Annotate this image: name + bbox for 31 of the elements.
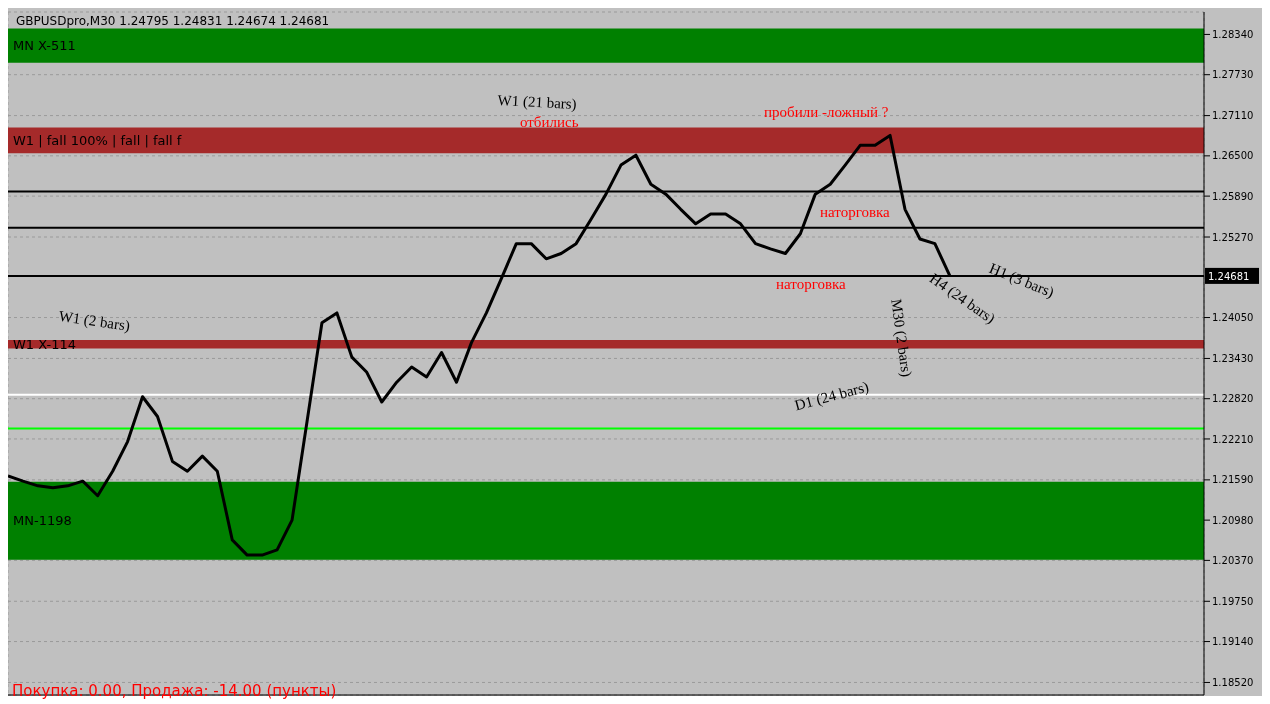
y-tick-label: 1.22820 — [1212, 393, 1254, 405]
annotation: Покупка: 0.00, Продажа: -14.00 (пункты) — [12, 682, 337, 700]
y-tick-label: 1.25270 — [1212, 231, 1254, 243]
annotation: D1 (24 bars) — [793, 378, 871, 415]
band-label: MN X-511 — [13, 38, 76, 54]
annotation: W1 (2 bars) — [57, 308, 131, 335]
annotation: наторговка — [820, 204, 890, 221]
y-tick-label: 1.20370 — [1212, 554, 1254, 566]
y-tick-label: 1.20980 — [1212, 514, 1254, 526]
y-tick-label: 1.19750 — [1212, 595, 1254, 607]
annotation: M30 (2 bars) — [887, 298, 915, 378]
y-tick-label: 1.24050 — [1212, 312, 1254, 324]
y-tick-label: 1.26500 — [1212, 150, 1254, 162]
y-tick-label: 1.25890 — [1212, 190, 1254, 202]
y-tick-label: 1.28340 — [1212, 28, 1254, 40]
band-label: W1 X-114 — [13, 336, 77, 352]
y-tick-label: 1.18520 — [1212, 677, 1254, 689]
annotation: W1 (21 bars) — [497, 92, 578, 114]
y-tick-label: 1.22210 — [1212, 433, 1254, 445]
y-tick-label: 1.27730 — [1212, 69, 1254, 81]
y-tick-label: 1.21590 — [1212, 474, 1254, 486]
annotation: отбились — [520, 114, 579, 131]
band-label: MN-1198 — [13, 513, 72, 529]
y-tick-label: 1.27110 — [1212, 110, 1254, 122]
ref-line-label: 1.24681 — [1208, 270, 1250, 282]
annotation: наторговка — [776, 276, 846, 293]
y-tick-label: 1.23430 — [1212, 353, 1254, 364]
chart-title: GBPUSDpro,M30 1.24795 1.24831 1.24674 1.24681 — [16, 14, 330, 28]
band-label: W1 | fall 100% | fall | fall f — [13, 132, 182, 148]
annotation: пробили -ложный ? — [764, 104, 889, 121]
y-tick-label: 1.19140 — [1212, 636, 1254, 648]
